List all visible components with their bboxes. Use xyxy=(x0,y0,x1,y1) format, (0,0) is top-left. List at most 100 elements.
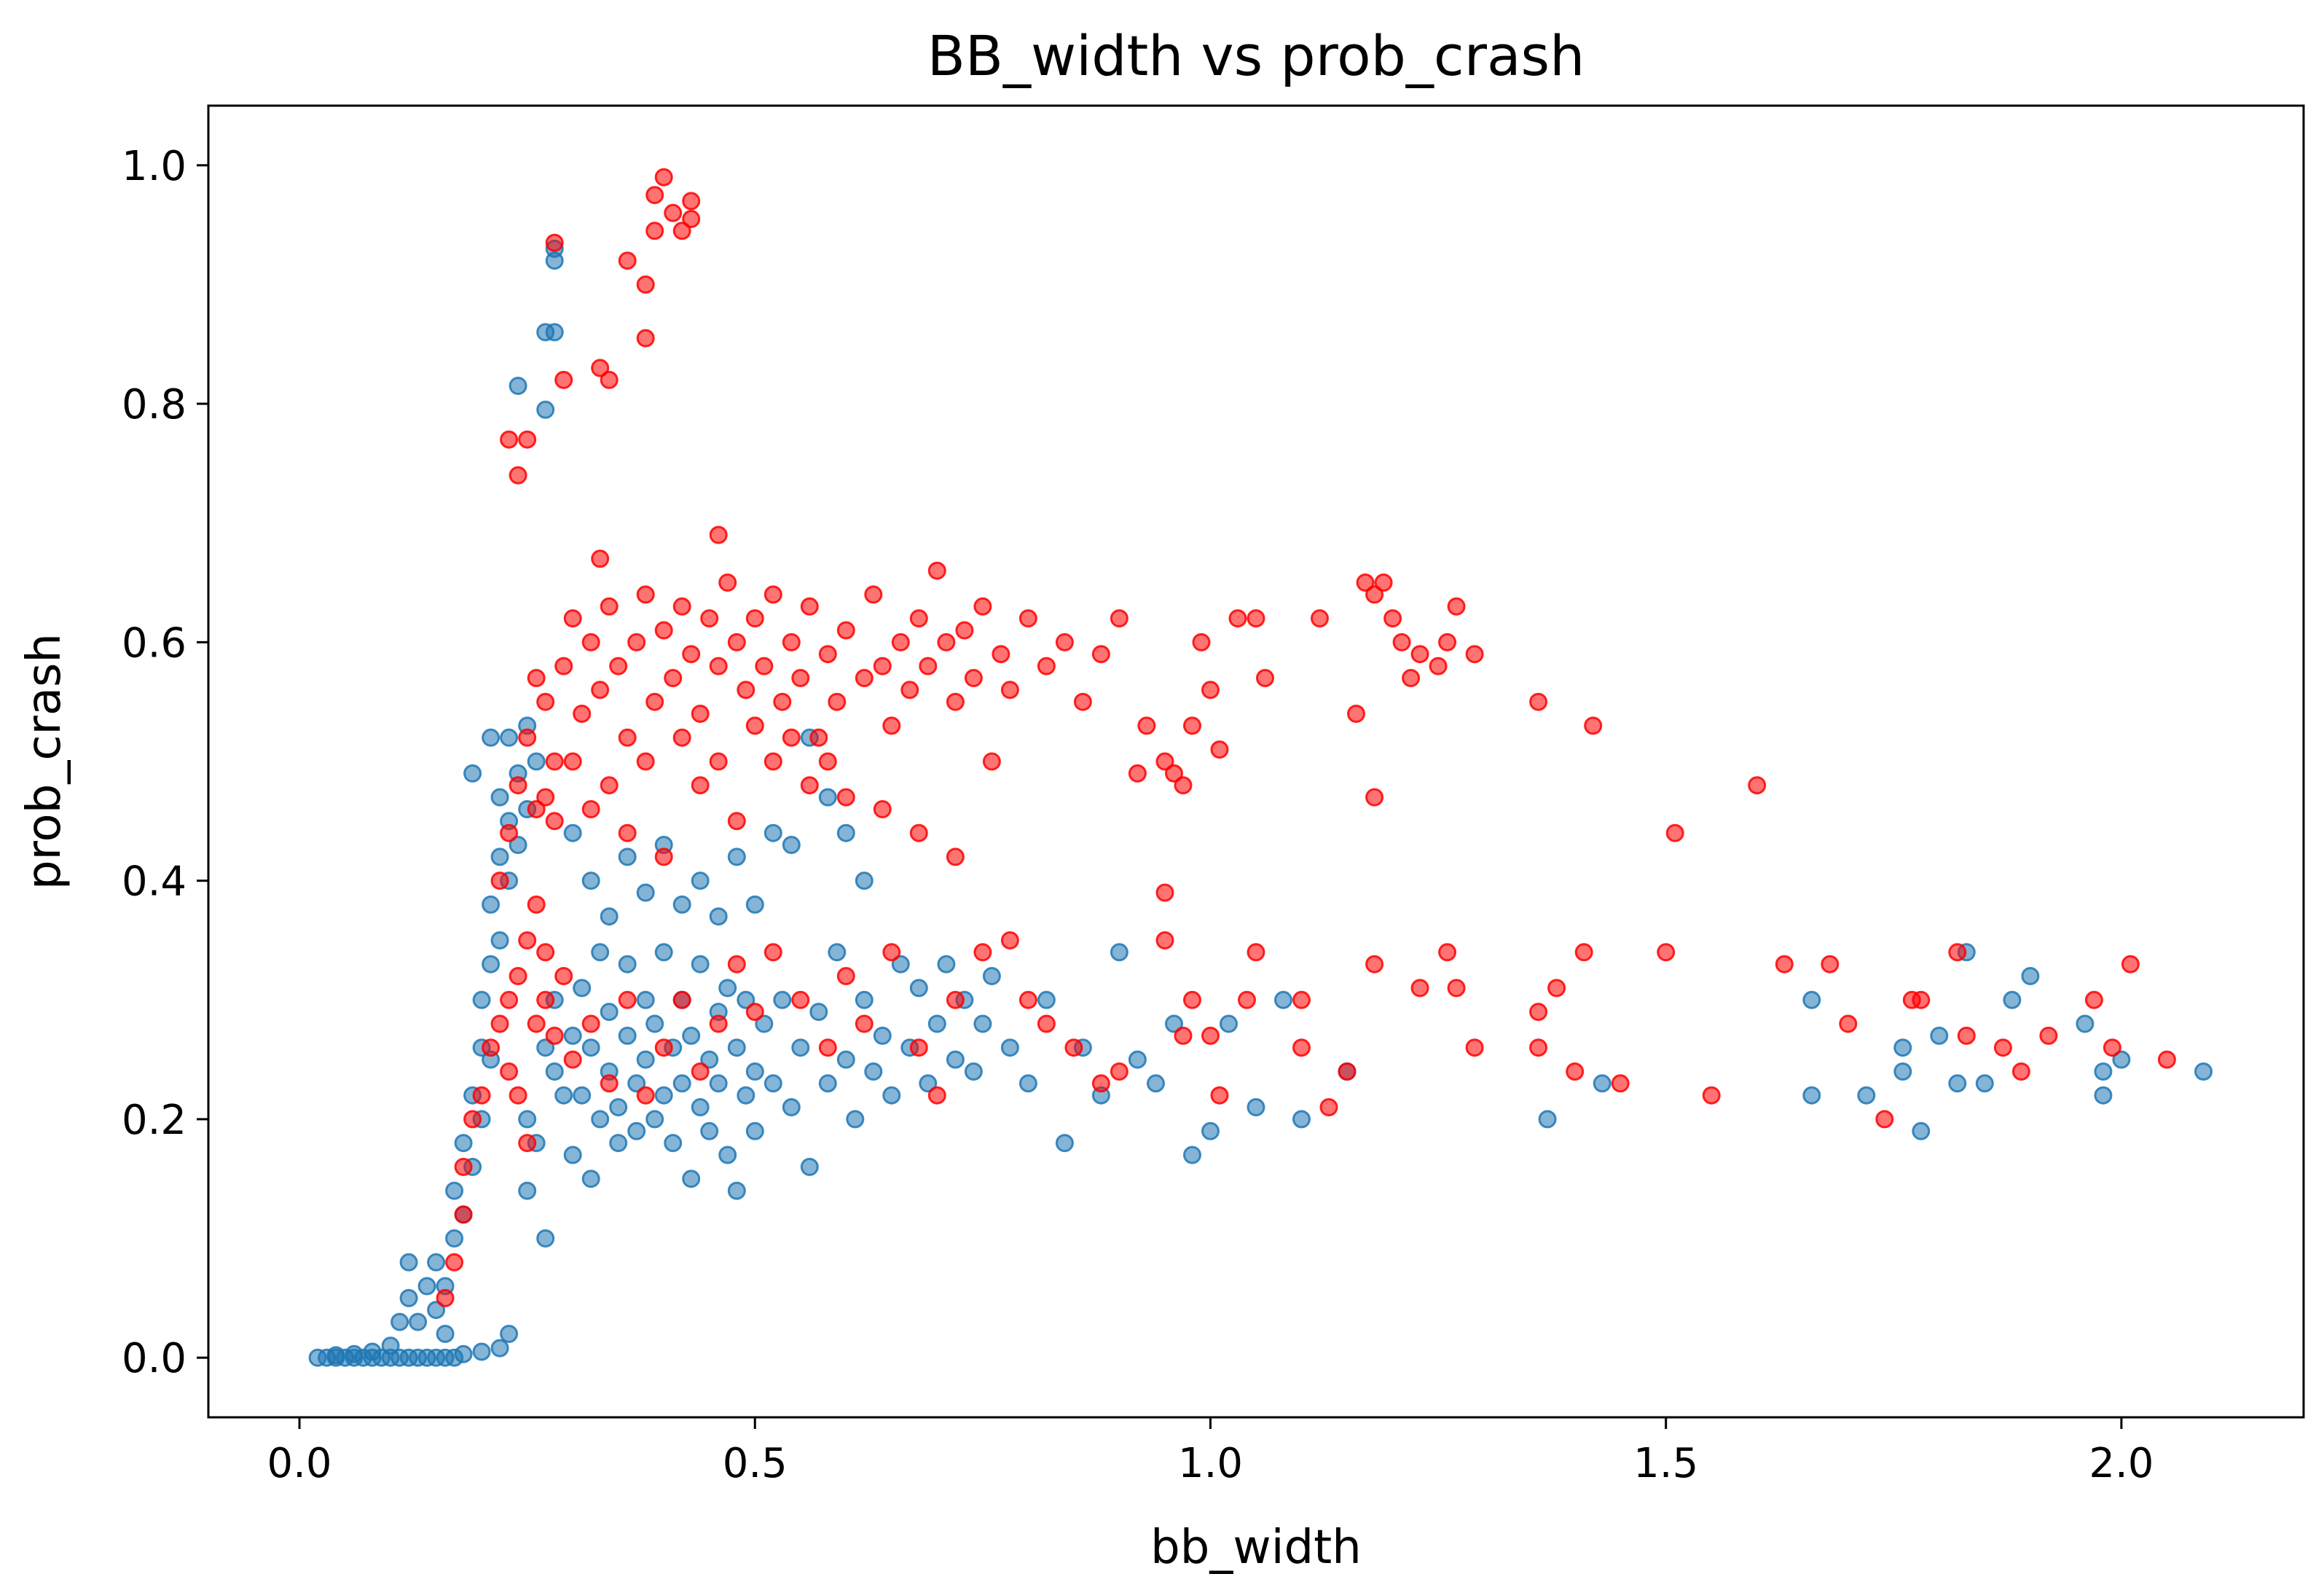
data-point-red-62 xyxy=(627,633,646,651)
data-point-blue-59 xyxy=(536,400,555,419)
data-point-red-36 xyxy=(882,943,901,962)
data-point-red-175 xyxy=(1529,692,1548,711)
data-point-red-203 xyxy=(1657,943,1676,962)
data-point-red-190 xyxy=(1319,1098,1338,1116)
data-point-red-116 xyxy=(836,788,855,807)
data-point-red-24 xyxy=(636,1086,655,1105)
plot-area xyxy=(208,106,2304,1417)
data-point-red-3 xyxy=(454,1157,473,1176)
data-point-blue-89 xyxy=(636,1050,655,1069)
data-point-red-90 xyxy=(891,633,910,651)
data-point-red-202 xyxy=(1611,1074,1630,1093)
data-point-red-113 xyxy=(727,812,746,831)
data-point-red-100 xyxy=(982,752,1001,771)
plot-frame xyxy=(207,104,2305,1419)
data-point-red-213 xyxy=(1993,1038,2012,1057)
data-point-red-47 xyxy=(490,872,509,890)
data-point-blue-17 xyxy=(472,1342,491,1361)
data-point-red-27 xyxy=(691,1062,710,1081)
data-point-blue-129 xyxy=(891,955,910,974)
data-point-red-1 xyxy=(445,1253,464,1272)
data-point-blue-174 xyxy=(1538,1110,1557,1129)
data-point-blue-188 xyxy=(2076,1014,2095,1033)
points-layer xyxy=(308,168,2213,1367)
data-point-red-104 xyxy=(1037,657,1056,675)
data-point-blue-99 xyxy=(682,1026,701,1045)
data-point-red-178 xyxy=(1665,823,1684,842)
data-point-red-95 xyxy=(937,633,956,651)
data-point-red-42 xyxy=(1018,990,1037,1009)
y-tick-label: 0.2 xyxy=(122,1097,187,1144)
data-point-red-68 xyxy=(682,645,701,664)
data-point-red-170 xyxy=(1410,645,1429,664)
data-point-blue-36 xyxy=(454,1134,473,1153)
data-point-blue-135 xyxy=(946,1050,965,1069)
data-point-red-176 xyxy=(1584,716,1603,735)
data-point-red-157 xyxy=(1201,681,1220,700)
data-point-red-54 xyxy=(554,657,573,675)
y-axis: 0.0 0.2 0.4 0.6 0.8 1.0 xyxy=(122,143,208,1382)
data-point-blue-61 xyxy=(545,323,564,342)
data-point-blue-181 xyxy=(1912,1121,1931,1140)
data-point-blue-150 xyxy=(1183,1145,1201,1164)
data-point-blue-71 xyxy=(554,1086,573,1105)
x-tick-label: 1.5 xyxy=(1633,1440,1698,1487)
data-point-red-152 xyxy=(1155,752,1174,771)
data-point-blue-185 xyxy=(1975,1074,1994,1093)
data-point-red-211 xyxy=(1948,943,1967,962)
data-point-blue-22 xyxy=(363,1342,382,1361)
data-point-blue-173 xyxy=(855,872,874,890)
data-point-red-35 xyxy=(855,1014,874,1033)
data-point-blue-166 xyxy=(727,847,746,866)
data-point-red-168 xyxy=(1392,633,1411,651)
data-point-red-127 xyxy=(818,752,837,771)
data-point-red-196 xyxy=(1465,1038,1484,1057)
data-point-red-44 xyxy=(1064,1038,1083,1057)
y-axis-label: prob_crash xyxy=(17,633,71,890)
data-point-blue-169 xyxy=(782,836,801,854)
data-point-blue-63 xyxy=(545,251,564,270)
data-point-red-182 xyxy=(1174,1026,1193,1045)
data-point-blue-43 xyxy=(482,955,500,974)
data-point-blue-126 xyxy=(864,1062,883,1081)
data-point-red-102 xyxy=(1000,681,1019,700)
data-point-red-56 xyxy=(573,705,592,723)
data-point-blue-117 xyxy=(782,1098,801,1116)
data-point-red-123 xyxy=(672,728,691,747)
data-point-red-112 xyxy=(691,776,710,795)
data-point-blue-142 xyxy=(1037,990,1056,1009)
data-point-blue-34 xyxy=(445,1181,464,1200)
data-point-blue-50 xyxy=(500,728,519,747)
data-point-red-206 xyxy=(1821,955,1840,974)
data-point-red-215 xyxy=(2039,1026,2058,1045)
y-tick-label: 0.6 xyxy=(122,619,187,667)
data-point-red-207 xyxy=(1839,1014,1858,1033)
data-point-blue-47 xyxy=(490,788,509,807)
data-point-blue-85 xyxy=(618,955,637,974)
data-point-blue-23 xyxy=(381,1336,400,1355)
data-point-blue-25 xyxy=(399,1288,418,1307)
data-point-red-43 xyxy=(1037,1014,1056,1033)
data-point-blue-65 xyxy=(518,1181,537,1200)
data-point-red-137 xyxy=(554,370,573,389)
data-point-red-60 xyxy=(609,657,628,675)
data-point-blue-134 xyxy=(937,955,956,974)
data-point-red-158 xyxy=(1210,740,1229,759)
data-point-red-4 xyxy=(463,1110,482,1129)
data-point-blue-177 xyxy=(1802,1086,1821,1105)
data-point-red-45 xyxy=(1091,1074,1110,1093)
y-tick-label: 0.0 xyxy=(122,1335,187,1382)
data-point-blue-124 xyxy=(846,1110,865,1129)
data-point-blue-73 xyxy=(563,1145,582,1164)
data-point-blue-186 xyxy=(2003,990,2022,1009)
data-point-red-184 xyxy=(1201,1026,1220,1045)
data-point-red-21 xyxy=(581,1014,600,1033)
data-point-red-92 xyxy=(909,609,928,628)
data-point-red-33 xyxy=(818,1038,837,1057)
data-point-red-41 xyxy=(1000,931,1019,949)
data-point-blue-78 xyxy=(591,1110,610,1129)
data-point-red-14 xyxy=(527,1014,546,1033)
data-point-blue-84 xyxy=(618,1026,637,1045)
data-point-blue-69 xyxy=(545,1062,564,1081)
data-point-red-118 xyxy=(909,823,928,842)
